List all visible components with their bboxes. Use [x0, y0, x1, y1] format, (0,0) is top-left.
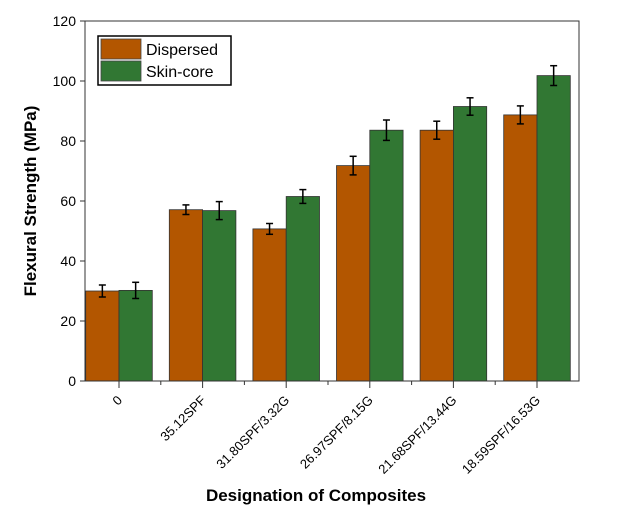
x-tick-label: 21.68SPF/13.44G — [375, 393, 459, 477]
x-tick-label: 18.59SPF/16.53G — [459, 393, 543, 477]
x-tick-label: 0 — [109, 393, 125, 409]
bar-skin-core — [452, 106, 488, 382]
bar-skin-core — [369, 129, 404, 382]
legend-label-dispersed: Dispersed — [146, 42, 218, 59]
x-axis: 0 35.12SPF 31.80SPF/3.32G 26.97SPF/8.15G 21.… — [109, 381, 543, 477]
x-tick-label: 26.97SPF/8.15G — [297, 393, 376, 472]
y-tick-label: 0 — [68, 373, 76, 389]
bar-dispersed — [168, 209, 204, 382]
legend-swatch-dispersed — [100, 38, 142, 60]
y-tick-label: 120 — [53, 13, 77, 29]
bar-skin-core — [118, 289, 153, 382]
y-tick-label: 100 — [53, 73, 77, 89]
bar-skin-core — [202, 210, 237, 382]
bar-dispersed — [503, 114, 538, 382]
x-axis-label: Designation of Composites — [206, 486, 426, 505]
bar-skin-core — [536, 75, 571, 382]
bar-dispersed — [252, 228, 287, 382]
y-tick-label: 20 — [60, 313, 76, 329]
legend-swatch-skin-core — [100, 60, 142, 82]
y-tick-label: 80 — [60, 133, 76, 149]
legend: Dispersed Skin-core — [97, 35, 232, 86]
x-tick-label: 31.80SPF/3.32G — [213, 393, 292, 472]
y-axis: 0 20 40 60 80 100 120 — [53, 13, 85, 389]
legend-label-skin-core: Skin-core — [146, 64, 214, 81]
bar-dispersed — [419, 129, 454, 382]
bars-layer — [85, 64, 571, 382]
bar-dispersed — [336, 165, 371, 382]
y-axis-label: Flexural Strength (MPa) — [21, 106, 40, 297]
bar-dispersed — [85, 290, 120, 382]
y-tick-label: 60 — [60, 193, 76, 209]
y-tick-label: 40 — [60, 253, 76, 269]
bar-skin-core — [285, 196, 320, 382]
x-tick-label: 35.12SPF — [157, 392, 209, 444]
